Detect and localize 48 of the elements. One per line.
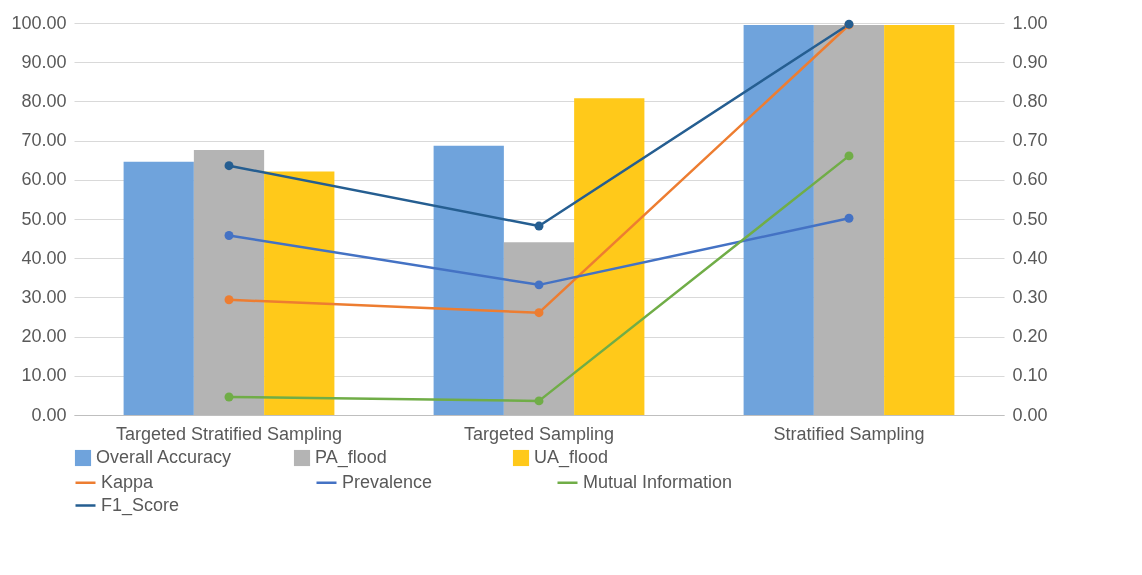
y2-tick-label: 0.00 (1012, 404, 1048, 425)
point (224, 295, 234, 305)
y2-tick-label: 0.10 (1012, 365, 1048, 386)
y-tick-label: 10.00 (21, 365, 67, 386)
legend-label: F1_Score (101, 494, 180, 516)
y-tick-label: 50.00 (21, 208, 67, 229)
legend-label: Kappa (101, 471, 155, 492)
legend-label: Prevalence (342, 471, 433, 492)
bar (264, 171, 335, 415)
y-tick-label: 40.00 (21, 247, 67, 268)
bar (433, 145, 504, 415)
y2-tick-label: 0.90 (1012, 51, 1048, 72)
point (844, 213, 854, 223)
point (534, 280, 544, 290)
legend-label: Overall Accuracy (96, 447, 232, 467)
y2-tick-label: 0.30 (1012, 286, 1048, 307)
point (224, 231, 234, 240)
y-tick-label: 100.00 (11, 12, 67, 33)
y2-tick-label: 0.60 (1012, 169, 1048, 190)
y-tick-label: 0.00 (31, 404, 67, 425)
y-tick-label: 70.00 (21, 130, 67, 151)
y2-tick-label: 1.00 (1012, 12, 1048, 33)
bar (743, 24, 814, 415)
y2-tick-label: 0.70 (1012, 130, 1048, 151)
y-tick-label: 30.00 (21, 286, 67, 307)
y2-tick-label: 0.20 (1012, 326, 1048, 347)
point (844, 151, 854, 161)
x-tick-label: Stratified Sampling (773, 423, 925, 444)
y-tick-label: 20.00 (21, 326, 67, 347)
point (534, 221, 544, 231)
bar (574, 98, 645, 415)
legend-label: Mutual Information (583, 471, 733, 492)
y-tick-label: 60.00 (21, 169, 67, 190)
y-tick-label: 80.00 (21, 90, 67, 111)
legend-label: UA_flood (534, 447, 609, 468)
point (534, 308, 544, 318)
point (534, 396, 544, 406)
y2-tick-label: 0.40 (1012, 247, 1048, 268)
legend-label: PA_flood (315, 447, 387, 468)
x-tick-label: Targeted Stratified Sampling (115, 423, 343, 444)
bar (884, 24, 955, 415)
point (224, 392, 234, 402)
y2-tick-label: 0.80 (1012, 90, 1048, 111)
x-tick-label: Targeted Sampling (463, 423, 615, 444)
y2-tick-label: 0.50 (1012, 208, 1048, 229)
point (224, 161, 234, 171)
bar (123, 161, 194, 415)
y-tick-label: 90.00 (21, 51, 67, 72)
